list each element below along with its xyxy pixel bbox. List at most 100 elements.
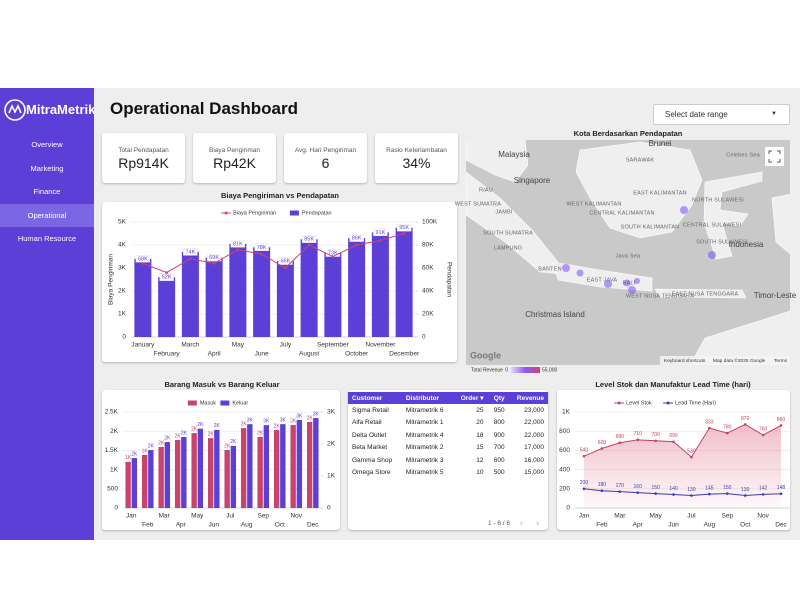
x-tick-label: September [317,342,350,349]
data-label: 2K [241,421,248,427]
column-header[interactable]: Order ▾ [452,392,488,404]
x-tick-label: Nov [290,513,302,520]
column-header-text: Qty [493,394,505,402]
data-label: 91K [375,230,385,236]
map-logo: Google [470,350,501,360]
data-label: 860 [777,417,786,423]
table-cell: 900 [493,431,505,439]
column-header[interactable]: Revenue [508,392,548,404]
x-tick-label: Feb [142,522,154,529]
x-tick-label: Mar [614,513,626,520]
date-select[interactable]: Select date range ▼ [653,104,790,125]
line [142,233,405,274]
legend-swatch [289,210,299,216]
nav-item[interactable]: Overview [31,140,63,149]
prev-page[interactable]: ‹ [520,518,523,528]
data-label: 95K [399,225,409,231]
map[interactable] [466,140,800,365]
map-label: Java Sea [616,253,641,259]
data-label: 52K [162,275,172,281]
x-tick-label: Nov [757,513,769,520]
bar [395,227,413,337]
data-label: 2K [257,430,264,436]
label-bg [301,235,317,243]
bar [306,421,313,508]
map-label: WEST SUMATRA [455,201,501,207]
column-header[interactable]: Distributor [401,392,453,404]
x-tick-label: Jul [687,513,696,520]
legend-swatch [617,401,621,405]
bar [263,425,270,508]
y2-tick-label: 0 [327,505,331,512]
x-tick-label: December [389,351,420,358]
point [654,492,657,495]
column-header-text: Customer [352,394,383,402]
legend-title: Total Revenue [471,367,503,373]
table-cell: 800 [493,419,505,427]
header-row: Customer Distributor Order ▾ Qty Revenue [348,392,548,404]
table-cell: 10 [476,469,484,477]
label-bg [206,253,222,262]
nav-item[interactable]: Marketing [30,163,64,173]
dropdown-arrow: ▼ [771,111,777,117]
table-card: 1 - 6 / 6 ‹ › Customer Distributor Order ▾… [348,390,548,530]
point [402,232,406,235]
y2-tick-label: 60K [422,265,434,272]
map-label: SOUTH SULAWESI [696,239,748,245]
data-label: 3K [263,418,270,424]
table-cell: Delta Outlet [352,431,387,439]
data-label: 620 [598,440,607,446]
y2-tick-label: 80K [422,242,434,249]
kpi-value: 6 [321,155,330,171]
nav-item[interactable]: Human Resource [17,234,77,243]
y2-tick-label: 2K [327,441,336,448]
data-label: 74K [185,249,195,255]
point [636,491,640,494]
legend-label: Lead Time (Hari) [675,400,716,406]
point [618,490,622,493]
y-tick-label: 500 [107,486,118,493]
table-cell: 15 [476,444,484,452]
data-label: 2K [230,439,237,445]
nav-item[interactable]: Finance [33,187,61,196]
data-label: 2K [181,430,188,436]
point [582,487,586,491]
column-header-text: Order [460,395,479,402]
x-tick-label: Jun [209,522,220,529]
data-label: 2K [224,443,231,449]
chart-title: Barang Masuk vs Barang Keluar [164,380,279,389]
pagination: 1 - 6 / 6 [488,520,511,527]
kpi-value: Rp42K [213,155,256,171]
bar [205,257,223,337]
map-label: Malaysia [498,150,530,159]
data-label: 148 [777,485,786,491]
point [165,271,168,274]
x-tick-label: Jun [668,522,679,529]
y-tick-label: 1.5K [105,447,119,454]
point [654,439,657,443]
data-label: 160 [634,484,643,490]
fullscreen-button[interactable] [765,147,784,166]
nav-item[interactable]: Operational [0,203,94,227]
data-label: 690 [669,433,678,439]
logo-icon [4,99,26,121]
kpi-card: Biaya Pengiriman Rp42K [193,133,276,183]
y-tick-label: 1K [562,409,571,416]
column-header[interactable]: Customer [348,392,402,404]
table-cell: 23,000 [524,406,544,414]
data-label: 530 [687,448,696,454]
map-label: BALI [623,280,636,286]
bar [181,251,199,337]
map-label: WEST NUSA TENGGARA [626,293,694,299]
y-tick-label: 400 [559,466,570,473]
bar [253,247,271,337]
bar [273,430,280,508]
y2-tick-label: 100K [422,219,438,226]
next-page[interactable]: › [536,518,539,528]
x-tick-label: Sep [257,513,269,520]
data-label: 81K [233,241,243,247]
column-header[interactable]: Qty [487,392,509,404]
data-label: 69K [209,255,219,261]
bar [141,455,148,508]
data-table: Customer Distributor Order ▾ Qty Revenue Sigm… [348,392,548,479]
